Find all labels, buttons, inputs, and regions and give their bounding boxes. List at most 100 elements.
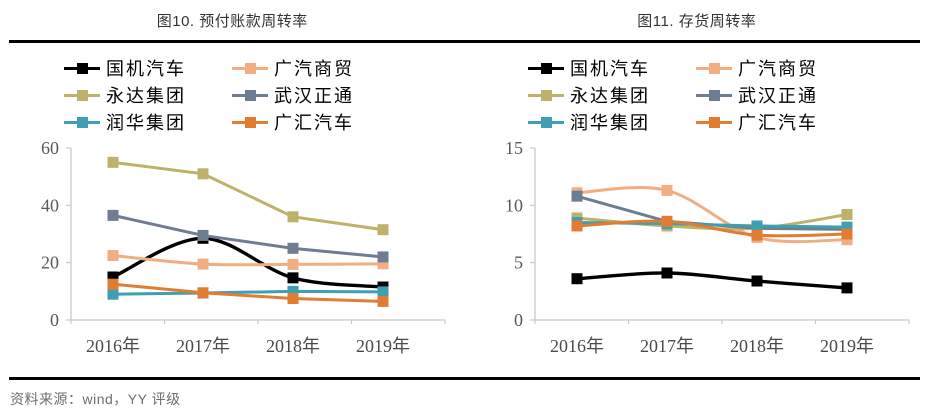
legend-item-0: 国机汽车 (64, 55, 232, 81)
legend-label: 永达集团 (570, 86, 650, 106)
y-tick-label: 5 (514, 253, 523, 273)
legend-item-3: 武汉正通 (696, 82, 864, 108)
series-path (111, 160, 385, 232)
series-path (575, 271, 849, 290)
data-point-marker (751, 229, 763, 241)
legend-label: 润华集团 (570, 113, 650, 133)
y-tick-label: 20 (41, 253, 59, 273)
legend-series-marker-icon (64, 89, 100, 101)
series-path (575, 219, 849, 238)
series-path (111, 213, 385, 259)
legend-label: 武汉正通 (274, 86, 354, 106)
data-point-marker (661, 267, 673, 279)
x-category-label: 2017年 (640, 336, 694, 356)
legend-square-icon (709, 116, 720, 128)
legend-label: 广汽商贸 (738, 59, 818, 79)
legend-square-icon (709, 62, 720, 74)
x-category-label: 2017年 (176, 336, 230, 356)
data-point-marker (377, 251, 389, 263)
series-line-5 (571, 215, 853, 241)
chart-legend: 国机汽车 广汽商贸永达集团 武汉正通润华集团 广汇汽车 (0, 55, 464, 135)
figure-header: 图10. 预付账款周转率 图11. 存货周转率 (0, 0, 929, 40)
series-path (111, 282, 385, 303)
data-point-marker (107, 288, 119, 300)
series-path (111, 254, 385, 267)
data-point-marker (841, 221, 853, 233)
legend-square-icon (245, 62, 256, 74)
figure-title-left: 图10. 预付账款周转率 (156, 12, 308, 30)
data-point-marker (107, 156, 119, 168)
legend-item-1: 广汽商贸 (696, 55, 864, 81)
legend-square-icon (245, 116, 256, 128)
series-path (111, 236, 385, 289)
x-category-label: 2016年 (86, 336, 140, 356)
data-point-marker (197, 258, 209, 270)
legend-item-0: 国机汽车 (528, 55, 696, 81)
legend-label: 广汇汽车 (738, 113, 818, 133)
data-point-marker (287, 242, 299, 254)
footer-divider (9, 377, 920, 380)
data-point-marker (751, 220, 763, 232)
legend-label: 润华集团 (106, 113, 186, 133)
legend-item-2: 永达集团 (64, 82, 232, 108)
data-point-marker (107, 209, 119, 221)
x-category-label: 2019年 (820, 336, 874, 356)
figure-title-right: 图11. 存货周转率 (637, 12, 757, 30)
legend-series-marker-icon (528, 89, 564, 101)
legend-square-icon (709, 89, 720, 101)
legend-square-icon (77, 116, 88, 128)
legend-series-marker-icon (64, 62, 100, 74)
data-point-marker (377, 295, 389, 307)
legend-label: 武汉正通 (738, 86, 818, 106)
chart-panel-prepaid-turnover: 国机汽车 广汽商贸永达集团 武汉正通润华集团 广汇汽车 0 20 40 60 2016年 201… (0, 43, 464, 377)
data-point-marker (107, 278, 119, 290)
legend-label: 国机汽车 (570, 59, 650, 79)
y-tick-label: 0 (514, 310, 523, 330)
legend-square-icon (77, 89, 88, 101)
legend-series-marker-icon (232, 89, 268, 101)
legend-label: 广汇汽车 (274, 113, 354, 133)
series-line-1 (107, 250, 389, 270)
charts-row: 国机汽车 广汽商贸 永达集团 武汉正通 润华集团 广汇汽车 0 20 40 60 2016年 201… (0, 43, 929, 377)
data-point-marker (661, 184, 673, 196)
y-tick-label: 60 (41, 140, 59, 158)
y-tick-label: 15 (505, 140, 523, 158)
chart-legend: 国机汽车 广汽商贸永达集团 武汉正通润华集团 广汇汽车 (464, 55, 928, 135)
data-point-marker (287, 211, 299, 223)
legend-square-icon (541, 89, 552, 101)
data-point-marker (197, 229, 209, 241)
legend-item-1: 广汽商贸 (232, 55, 400, 81)
legend-item-4: 润华集团 (64, 109, 232, 135)
legend-label: 永达集团 (106, 86, 186, 106)
data-point-marker (287, 272, 299, 284)
header-divider (9, 40, 920, 43)
data-point-marker (197, 287, 209, 299)
legend-item-3: 武汉正通 (232, 82, 400, 108)
legend-square-icon (541, 62, 552, 74)
series-line-0 (571, 267, 853, 294)
legend-square-icon (245, 89, 256, 101)
data-point-marker (107, 250, 119, 261)
legend-series-marker-icon (696, 62, 732, 74)
legend-series-marker-icon (696, 116, 732, 128)
data-point-marker (841, 234, 853, 246)
data-point-marker (287, 285, 299, 297)
data-point-marker (197, 168, 209, 180)
x-category-label: 2019年 (356, 336, 410, 356)
legend-label: 广汽商贸 (274, 59, 354, 79)
axis: 0 5 10 15 (505, 140, 910, 330)
data-point-marker (751, 275, 763, 287)
legend-item-2: 永达集团 (528, 82, 696, 108)
data-point-marker (377, 224, 389, 236)
legend-series-marker-icon (232, 116, 268, 128)
legend-item-4: 润华集团 (528, 109, 696, 135)
data-point-marker (287, 293, 299, 304)
x-category-label: 2018年 (730, 336, 784, 356)
series-path (575, 186, 849, 244)
axis: 0 20 40 60 (41, 140, 446, 330)
legend-series-marker-icon (528, 116, 564, 128)
legend-series-marker-icon (232, 62, 268, 74)
data-point-marker (661, 215, 673, 227)
data-point-marker (571, 190, 583, 202)
legend-series-marker-icon (64, 116, 100, 128)
